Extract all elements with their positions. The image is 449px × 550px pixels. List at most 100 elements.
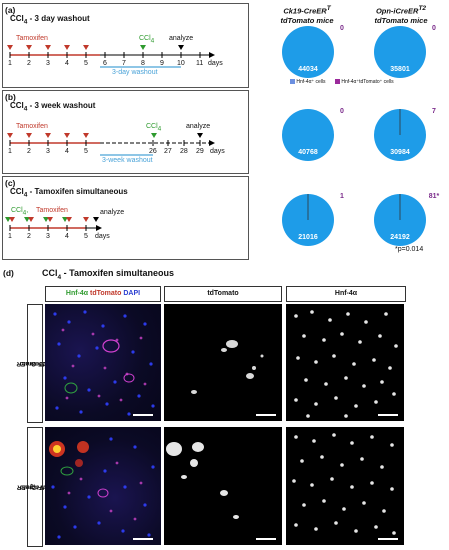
day-label: 2 [27, 233, 31, 240]
pie-count-pos: 7 [432, 108, 436, 115]
row-label-ck19: Ck19-CreER T ;tdTomato [16, 304, 54, 423]
micrograph-ck19-tdtomato [164, 304, 282, 421]
row-label-opn: Opn-iCreER T2 ;tdTomato [17, 427, 53, 547]
legend: Hnf-4α⁺ cells Hnf-4α⁺tdTomato⁺ cells [290, 79, 394, 85]
pie-slice-hnf [374, 26, 426, 78]
analyze-label: analyze [169, 35, 194, 42]
pie-slice-hnf [282, 26, 334, 78]
scale-bar [378, 538, 398, 540]
pie-count-neg: 40768 [298, 149, 318, 156]
panel-b-label: (b) [5, 92, 16, 102]
pie-b-ck19: 40768 0 [282, 108, 344, 161]
micrograph-opn-tdtomato [164, 427, 282, 545]
pie-count-pos: 0 [432, 25, 436, 32]
panel-a-label: (a) [5, 5, 16, 15]
pie-c-ck19: 21016 1 [282, 193, 344, 246]
analyze-marker [178, 45, 184, 50]
day-label: 3 [46, 60, 50, 67]
ccl4-marker [140, 45, 146, 50]
pie-count-pos: 0 [340, 108, 344, 115]
day-label: 1 [8, 60, 12, 67]
legend-label-hnf: Hnf-4α⁺ cells [296, 79, 326, 85]
panel-a-timeline [7, 45, 215, 68]
pie-count-pos: 0 [340, 25, 344, 32]
day-label: 4 [65, 148, 69, 155]
analyze-marker [197, 133, 203, 138]
panel-b-box [2, 90, 249, 174]
analyze-label: analyze [100, 209, 125, 216]
day-label: 5 [84, 233, 88, 240]
day-label: 29 [196, 148, 204, 155]
pie-a-ck19: 44034 0 [282, 25, 344, 78]
micrograph-opn-hnf4a [286, 427, 404, 545]
day-label: 9 [160, 60, 164, 67]
day-label: 5 [84, 60, 88, 67]
panel-c-timeline [5, 217, 102, 231]
days-unit: days [95, 233, 110, 240]
panel-a-title: CCl4 - 3 day washout [10, 14, 90, 26]
day-label: 2 [27, 60, 31, 67]
scale-bar [378, 414, 398, 416]
ccl4-label: CCl4 [146, 123, 162, 133]
pie-count-neg: 21016 [298, 234, 318, 241]
panel-b-title: CCl4 - 3 week washout [10, 101, 96, 113]
day-label: 5 [84, 148, 88, 155]
day-label: 27 [164, 148, 172, 155]
days-unit: days [210, 148, 225, 155]
ccl4-label: CCl4 [139, 35, 155, 45]
panel-d-label: (d) [3, 268, 14, 278]
pie-b-opn: 30984 7 [374, 108, 436, 161]
pie-count-pos: 81* [429, 193, 440, 200]
pie-count-neg: 24192 [390, 234, 410, 241]
panel-c-label: (c) [5, 178, 16, 188]
column-header-merge: Hnf-4α tdTomato DAPI [45, 286, 161, 302]
day-label: 1 [8, 233, 12, 240]
day-label: 10 [177, 60, 185, 67]
ccl4-marker [151, 133, 157, 138]
micrograph-opn-merge [45, 427, 161, 545]
days-unit: days [208, 60, 223, 67]
washout-label: 3-day washout [112, 69, 158, 76]
tamoxifen-label: Tamoxifen [36, 207, 68, 214]
tamoxifen-label: Tamoxifen [16, 123, 48, 130]
column-header-opn: Opn-iCreERT2 tdTomato mice [374, 5, 428, 25]
legend-label-td: Hnf-4α⁺tdTomato⁺ cells [341, 79, 394, 85]
washout-label: 3-week washout [102, 157, 153, 164]
p-value: *p=0.014 [395, 246, 424, 253]
panel-b-timeline [7, 133, 215, 156]
pie-count-pos: 1 [340, 193, 344, 200]
day-label: 3 [46, 233, 50, 240]
legend-swatch-td [334, 79, 340, 85]
column-header-hnf4a: Hnf-4α [286, 286, 406, 302]
day-label: 7 [122, 60, 126, 67]
day-label: 11 [196, 60, 204, 67]
day-label: 2 [27, 148, 31, 155]
pie-a-opn: 35801 0 [374, 25, 436, 78]
pie-count-neg: 44034 [298, 66, 318, 73]
ccl4-label: CCl4, [11, 207, 29, 217]
column-header-tdtomato: tdTomato [164, 286, 282, 302]
micrograph-ck19-merge [45, 304, 161, 421]
analyze-label: analyze [186, 123, 211, 130]
panel-c-title: CCl4 - Tamoxifen simultaneous [10, 187, 128, 199]
pie-slice-hnf [282, 109, 334, 161]
scale-bar [133, 538, 153, 540]
scale-bar [256, 538, 276, 540]
tamoxifen-markers [7, 45, 89, 50]
column-header-ck19: Ck19-CreERT tdTomato mice [280, 5, 334, 25]
panel-c-box [2, 176, 249, 260]
scale-bar [256, 414, 276, 416]
pie-count-neg: 30984 [390, 149, 410, 156]
analyze-marker [93, 217, 99, 222]
panel-a-box [2, 3, 249, 88]
day-label: 26 [149, 148, 157, 155]
day-label: 3 [46, 148, 50, 155]
panel-d-title: CCl4 - Tamoxifen simultaneous [42, 268, 174, 281]
micrograph-ck19-hnf4a [286, 304, 404, 421]
legend-swatch-hnf [290, 79, 295, 85]
day-label: 4 [65, 60, 69, 67]
day-label: 28 [180, 148, 188, 155]
pie-c-opn: 24192 81* [374, 193, 440, 246]
day-label: 8 [141, 60, 145, 67]
day-label: 1 [8, 148, 12, 155]
